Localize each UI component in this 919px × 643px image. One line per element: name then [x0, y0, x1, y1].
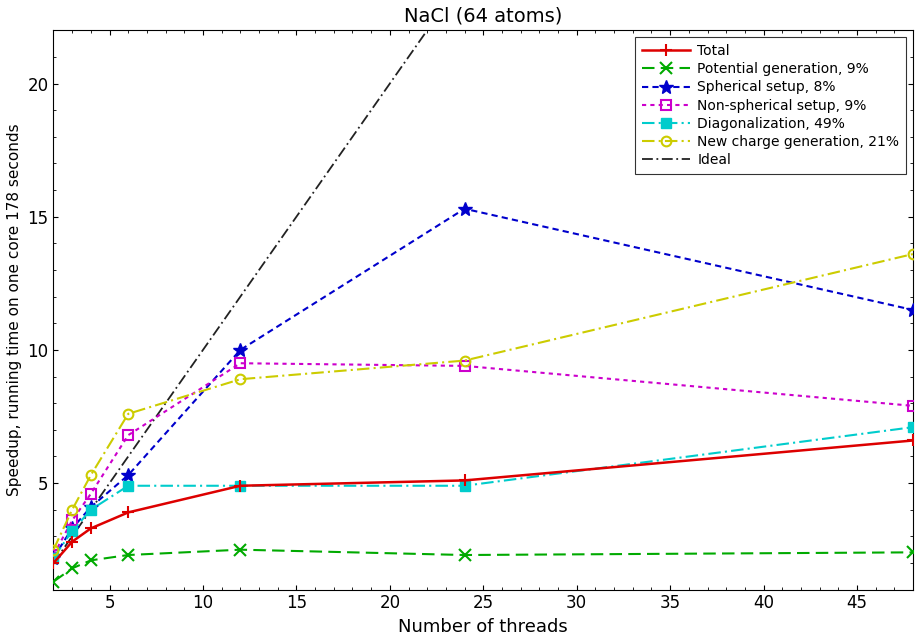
Potential generation, 9%	[48, 578, 59, 586]
Total	[66, 538, 77, 545]
Total	[459, 476, 470, 484]
Potential generation, 9%	[66, 565, 77, 572]
Non-spherical setup, 9%	[234, 359, 245, 367]
New charge generation, 21%	[234, 376, 245, 383]
New charge generation, 21%	[122, 410, 133, 418]
Potential generation, 9%	[906, 548, 917, 556]
Spherical setup, 8%	[48, 554, 59, 561]
Spherical setup, 8%	[906, 306, 917, 314]
Diagonalization, 49%	[85, 506, 96, 514]
Spherical setup, 8%	[122, 471, 133, 479]
Ideal	[122, 453, 133, 460]
Diagonalization, 49%	[66, 527, 77, 535]
Line: Diagonalization, 49%: Diagonalization, 49%	[49, 422, 917, 563]
Line: New charge generation, 21%: New charge generation, 21%	[49, 249, 917, 554]
Spherical setup, 8%	[66, 525, 77, 532]
Line: Ideal: Ideal	[53, 30, 426, 563]
Potential generation, 9%	[234, 546, 245, 554]
Ideal	[85, 506, 96, 514]
Spherical setup, 8%	[459, 205, 470, 213]
Total	[906, 437, 917, 444]
Non-spherical setup, 9%	[459, 362, 470, 370]
Line: Non-spherical setup, 9%: Non-spherical setup, 9%	[49, 358, 917, 560]
Line: Spherical setup, 8%: Spherical setup, 8%	[47, 202, 919, 565]
Line: Potential generation, 9%: Potential generation, 9%	[47, 543, 918, 588]
New charge generation, 21%	[48, 546, 59, 554]
Non-spherical setup, 9%	[48, 551, 59, 559]
Non-spherical setup, 9%	[85, 490, 96, 498]
New charge generation, 21%	[85, 471, 96, 479]
Ideal	[234, 293, 245, 300]
Legend: Total, Potential generation, 9%, Spherical setup, 8%, Non-spherical setup, 9%, D: Total, Potential generation, 9%, Spheric…	[634, 37, 905, 174]
Non-spherical setup, 9%	[906, 402, 917, 410]
Spherical setup, 8%	[234, 346, 245, 354]
Spherical setup, 8%	[85, 503, 96, 511]
Ideal	[66, 532, 77, 540]
Diagonalization, 49%	[48, 554, 59, 561]
Potential generation, 9%	[459, 551, 470, 559]
New charge generation, 21%	[66, 506, 77, 514]
Total	[234, 482, 245, 489]
Diagonalization, 49%	[234, 482, 245, 489]
Total	[122, 509, 133, 516]
Ideal	[421, 26, 432, 34]
Non-spherical setup, 9%	[122, 431, 133, 439]
Potential generation, 9%	[85, 556, 96, 564]
Total	[85, 525, 96, 532]
Y-axis label: Speedup, running time on one core 178 seconds: Speedup, running time on one core 178 se…	[7, 123, 22, 496]
New charge generation, 21%	[906, 250, 917, 258]
Diagonalization, 49%	[459, 482, 470, 489]
Title: NaCl (64 atoms): NaCl (64 atoms)	[403, 7, 562, 26]
Diagonalization, 49%	[122, 482, 133, 489]
X-axis label: Number of threads: Number of threads	[398, 618, 568, 636]
Total	[48, 559, 59, 567]
Line: Total: Total	[47, 434, 918, 569]
Potential generation, 9%	[122, 551, 133, 559]
Non-spherical setup, 9%	[66, 516, 77, 524]
Ideal	[48, 559, 59, 567]
New charge generation, 21%	[459, 357, 470, 365]
Diagonalization, 49%	[906, 423, 917, 431]
